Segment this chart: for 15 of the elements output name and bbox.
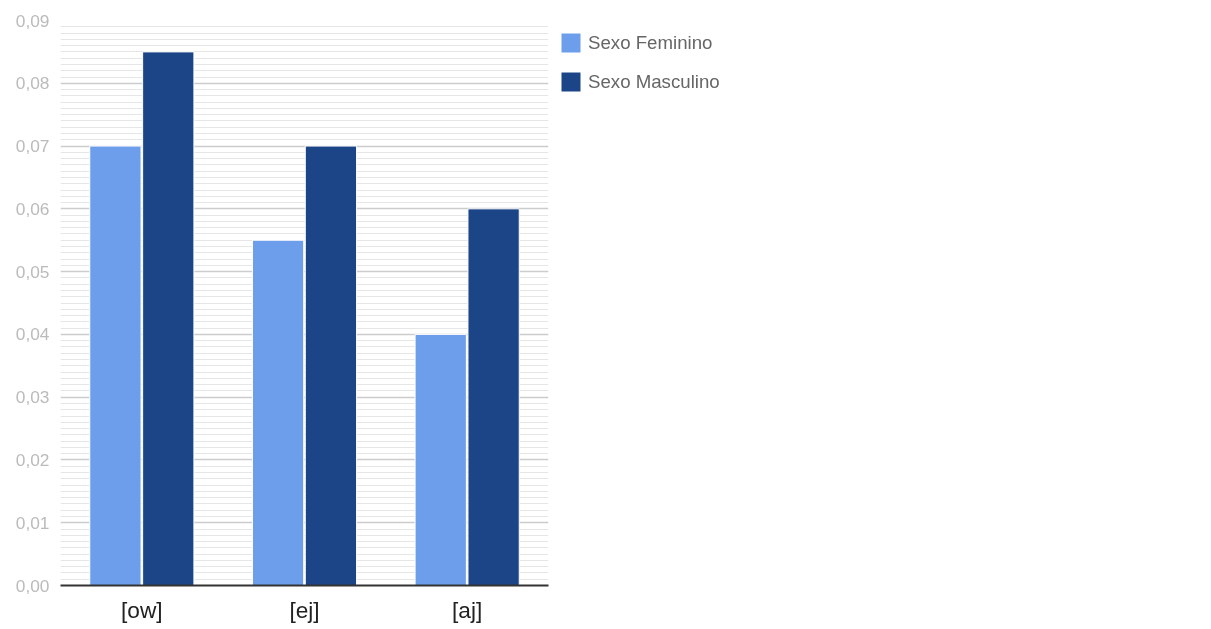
y-tick-label: 0,06 xyxy=(15,198,50,219)
y-tick-label: 0,03 xyxy=(15,387,50,408)
y-tick-label: 0,00 xyxy=(15,575,50,596)
x-tick-label: [aj] xyxy=(452,596,483,623)
y-tick-label: 0,01 xyxy=(15,512,50,533)
legend-label: Sexo Masculino xyxy=(588,70,720,93)
y-tick-label: 0,05 xyxy=(15,261,50,282)
x-tick-label: [ej] xyxy=(289,596,320,623)
y-tick-label: 0,09 xyxy=(15,10,50,31)
y-tick-label: 0,08 xyxy=(15,73,50,94)
y-tick-label: 0,02 xyxy=(15,449,50,470)
y-tick-label: 0,07 xyxy=(15,136,50,157)
legend-label: Sexo Feminino xyxy=(588,31,713,54)
y-tick-label: 0,04 xyxy=(15,324,50,345)
x-tick-label: [ow] xyxy=(121,596,163,623)
